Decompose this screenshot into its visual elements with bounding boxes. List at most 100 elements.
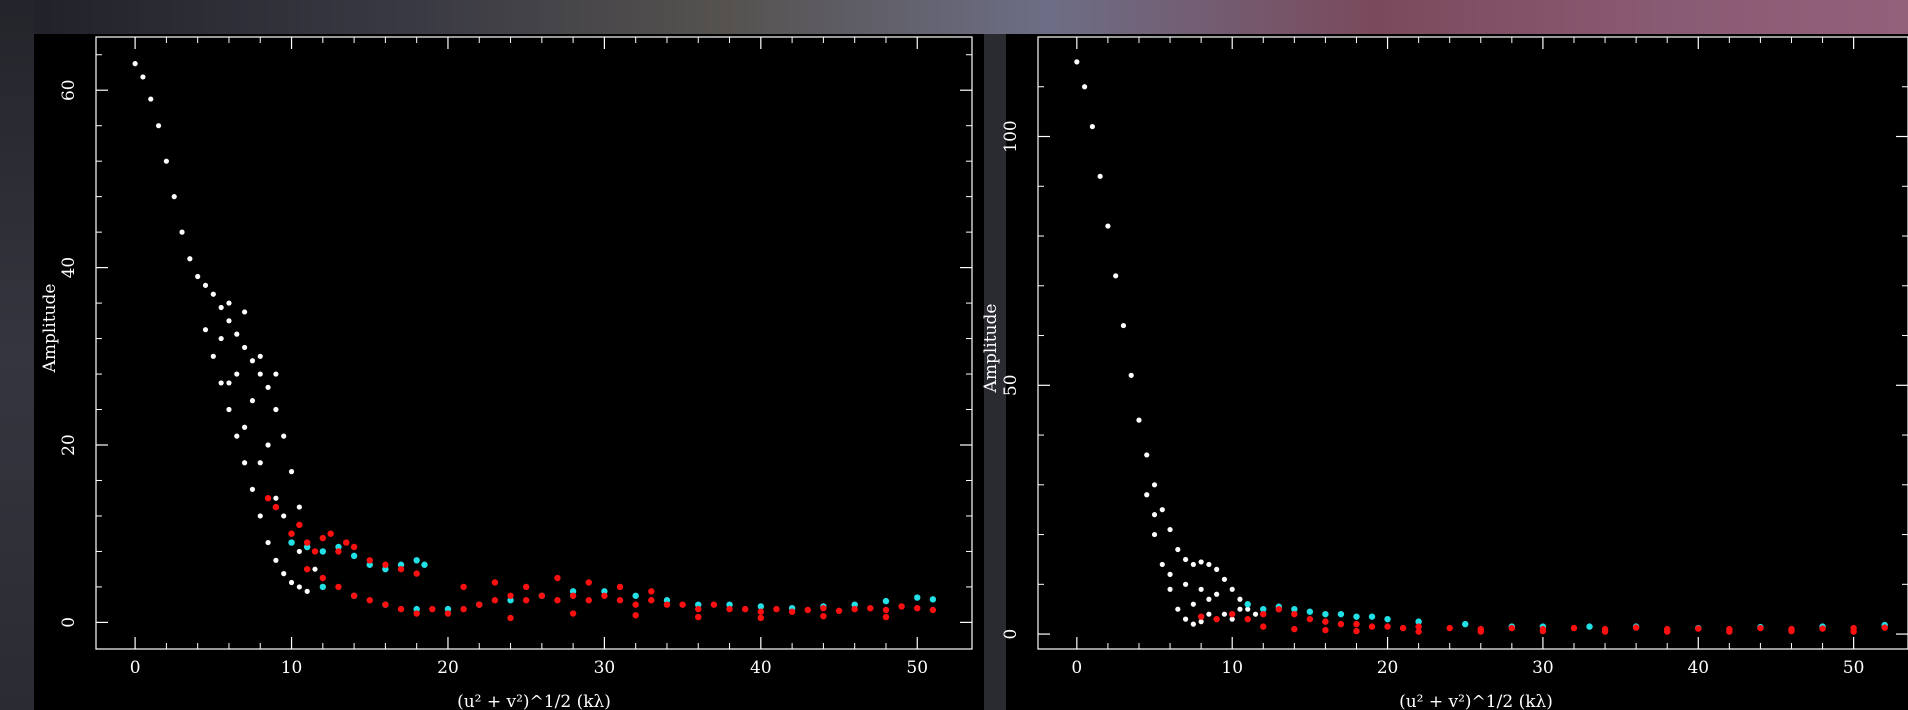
- point-left-white-4: [163, 158, 169, 164]
- point-left-cyan-14: [444, 605, 452, 613]
- point-right-white-15: [1190, 561, 1196, 568]
- plot-panel-left: 0 10 20 30 40 50 0 20 40 60 Amplitude (u² + v²)^1…: [34, 34, 984, 710]
- point-left-cyan-8: [413, 557, 420, 564]
- point-left-red-2: [288, 530, 295, 537]
- point-right-white-38: [1214, 591, 1220, 597]
- point-left-red-1: [272, 503, 280, 511]
- x-axis-label-left: (u² + v²)^1/2 (kλ): [457, 692, 611, 710]
- point-right-white-25: [1159, 561, 1165, 568]
- ticks-left: 0 10 20 30 40 50 0 20 40 60: [59, 37, 972, 678]
- point-left-cyan-18: [569, 588, 577, 595]
- point-left-white-25: [202, 327, 209, 333]
- point-left-red-60: [585, 579, 592, 586]
- point-left-white-36: [288, 579, 295, 586]
- point-left-red-43: [741, 605, 749, 613]
- point-left-red-69: [882, 613, 890, 621]
- x-tick-label-right-0: 0: [1071, 658, 1082, 678]
- x-tick-label-left-0: 0: [130, 658, 141, 678]
- point-left-cyan-0: [288, 539, 295, 546]
- point-right-red-34: [1415, 628, 1422, 635]
- point-left-white-52: [226, 300, 232, 306]
- ticks-right: 0 10 20 30 40 50 0 50 100: [1001, 36, 1908, 678]
- point-right-red-37: [1601, 628, 1609, 635]
- point-left-white-42: [265, 442, 271, 448]
- point-left-white-23: [312, 566, 318, 572]
- point-left-red-9: [343, 539, 350, 546]
- point-right-red-41: [1850, 628, 1857, 635]
- y-tick-label-right-0: 0: [1001, 629, 1021, 640]
- point-right-white-11: [1159, 507, 1165, 513]
- x-tick-label-right-5: 50: [1843, 658, 1865, 678]
- point-left-cyan-22: [695, 601, 702, 608]
- point-right-white-1: [1082, 84, 1088, 90]
- point-left-red-59: [554, 574, 561, 582]
- point-right-white-29: [1190, 621, 1196, 627]
- point-left-red-51: [867, 605, 874, 612]
- point-left-red-17: [335, 583, 342, 591]
- point-left-red-39: [679, 601, 686, 608]
- x-axis-label-left-text: (u² + v²)^1/2 (kλ): [457, 692, 611, 710]
- plot-panel-right-background: [1006, 34, 1908, 710]
- point-right-red-40: [1788, 627, 1795, 635]
- point-left-white-17: [265, 384, 271, 390]
- point-left-white-39: [218, 335, 224, 342]
- point-right-red-30: [1260, 623, 1267, 630]
- points-left: [132, 61, 937, 622]
- point-right-red-14: [1415, 623, 1422, 630]
- point-left-red-64: [569, 610, 577, 617]
- point-left-white-48: [296, 548, 302, 555]
- point-left-white-18: [273, 406, 279, 413]
- x-axis-label-right: (u² + v²)^1/2 (kλ): [1399, 692, 1553, 710]
- point-right-red-36: [1539, 627, 1547, 635]
- point-left-white-8: [195, 273, 201, 280]
- point-right-white-31: [1206, 611, 1212, 617]
- point-left-white-9: [202, 282, 209, 288]
- point-left-white-45: [257, 460, 263, 466]
- point-left-red-32: [569, 592, 577, 599]
- point-left-white-16: [257, 371, 263, 377]
- point-left-red-40: [695, 605, 702, 613]
- point-left-white-51: [242, 309, 248, 315]
- point-right-cyan-9: [1384, 615, 1391, 623]
- point-right-white-20: [1229, 586, 1235, 592]
- point-right-white-16: [1198, 559, 1204, 565]
- point-left-red-19: [366, 597, 373, 604]
- plot-frame-left: [95, 36, 973, 650]
- point-right-red-33: [1353, 627, 1360, 635]
- point-left-cyan-16: [507, 597, 514, 604]
- point-right-red-29: [1881, 624, 1888, 631]
- point-right-cyan-14: [1586, 623, 1593, 630]
- point-left-white-46: [273, 495, 279, 501]
- point-left-red-33: [585, 597, 592, 604]
- point-left-white-49: [257, 353, 263, 359]
- point-left-cyan-5: [366, 561, 373, 568]
- point-left-red-10: [350, 543, 358, 551]
- y-tick-label-left-0: 0: [59, 617, 79, 628]
- plot-frame-right: [1037, 36, 1908, 650]
- point-left-white-44: [226, 380, 232, 386]
- point-left-cyan-3: [335, 543, 342, 551]
- x-tick-label-left-2: 20: [437, 658, 459, 678]
- point-right-white-41: [1237, 606, 1243, 612]
- point-right-red-23: [1695, 625, 1702, 632]
- point-right-red-1: [1213, 615, 1220, 623]
- point-right-white-36: [1182, 581, 1189, 587]
- point-right-red-31: [1291, 625, 1298, 633]
- point-left-cyan-7: [397, 561, 405, 568]
- point-right-white-0: [1074, 59, 1080, 65]
- point-left-white-20: [288, 469, 295, 475]
- point-left-red-20: [382, 601, 389, 608]
- point-left-cyan-30: [929, 596, 937, 603]
- point-left-red-22: [413, 610, 420, 617]
- x-tick-label-left-4: 40: [750, 658, 772, 678]
- point-right-white-40: [1206, 596, 1212, 602]
- point-left-white-21: [296, 504, 302, 510]
- point-left-white-27: [218, 380, 224, 386]
- point-right-white-33: [1221, 611, 1228, 617]
- point-left-red-67: [757, 614, 765, 622]
- point-left-white-41: [249, 398, 256, 404]
- point-right-cyan-11: [1462, 620, 1469, 628]
- point-right-cyan-7: [1353, 613, 1360, 620]
- y-axis-label-left: Amplitude: [40, 284, 60, 374]
- point-left-white-12: [226, 318, 232, 324]
